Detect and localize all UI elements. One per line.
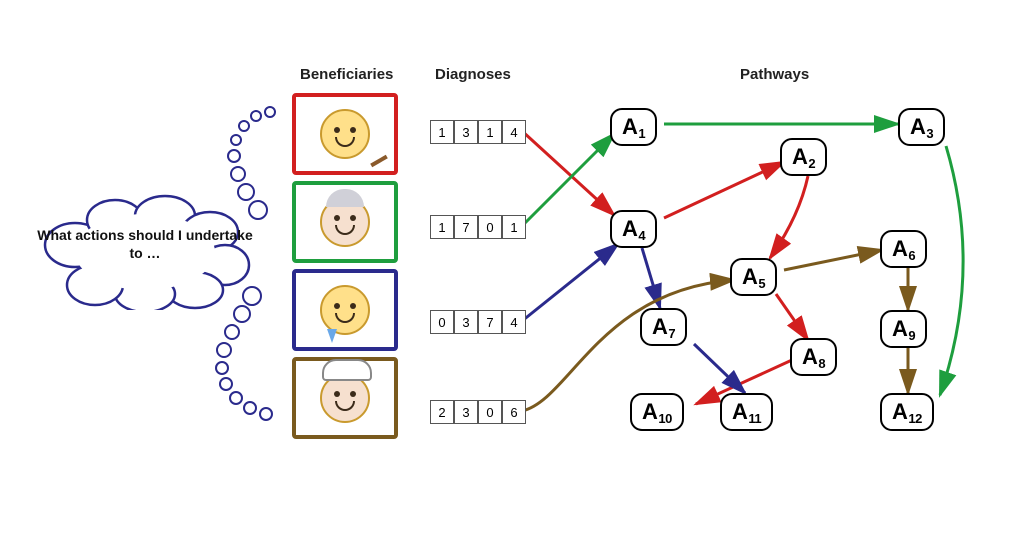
col-title-diagnoses: Diagnoses xyxy=(435,66,511,83)
diagnosis-row-0: 1314 xyxy=(430,120,526,144)
edge-D1-A1 xyxy=(522,134,614,226)
edge-A3-A12 xyxy=(940,146,963,395)
edge-A4-A7 xyxy=(642,248,660,308)
edge-D2-A4 xyxy=(522,244,618,321)
diagnosis-row-3: 2306 xyxy=(430,400,526,424)
node-A10: A10 xyxy=(630,393,684,431)
edge-A7-A11 xyxy=(694,344,745,393)
beneficiary-card-3 xyxy=(292,357,398,439)
edge-D0-A4 xyxy=(522,131,614,215)
node-A9: A9 xyxy=(880,310,927,348)
diagnosis-row-1: 1701 xyxy=(430,215,526,239)
thought-text: What actions should I undertake to … xyxy=(35,226,255,262)
node-A5: A5 xyxy=(730,258,777,296)
node-A2: A2 xyxy=(780,138,827,176)
node-A11: A11 xyxy=(720,393,773,431)
node-A4: A4 xyxy=(610,210,657,248)
edge-A4-A2 xyxy=(664,162,784,218)
edge-D3-A5 xyxy=(522,280,734,411)
edge-A5-A6 xyxy=(784,250,882,270)
thought-cloud: What actions should I undertake to … xyxy=(35,190,255,310)
node-A12: A12 xyxy=(880,393,934,431)
node-A7: A7 xyxy=(640,308,687,346)
col-title-pathways: Pathways xyxy=(740,66,809,83)
diagnosis-row-2: 0374 xyxy=(430,310,526,334)
beneficiary-card-1 xyxy=(292,181,398,263)
node-A8: A8 xyxy=(790,338,837,376)
beneficiary-card-2 xyxy=(292,269,398,351)
edge-A5-A8 xyxy=(776,294,808,340)
diagram-stage: Beneficiaries Diagnoses Pathways What ac… xyxy=(0,0,1024,538)
node-A3: A3 xyxy=(898,108,945,146)
node-A6: A6 xyxy=(880,230,927,268)
node-A1: A1 xyxy=(610,108,657,146)
edge-A2-A5 xyxy=(770,176,808,258)
beneficiary-card-0 xyxy=(292,93,398,175)
col-title-beneficiaries: Beneficiaries xyxy=(300,66,393,83)
